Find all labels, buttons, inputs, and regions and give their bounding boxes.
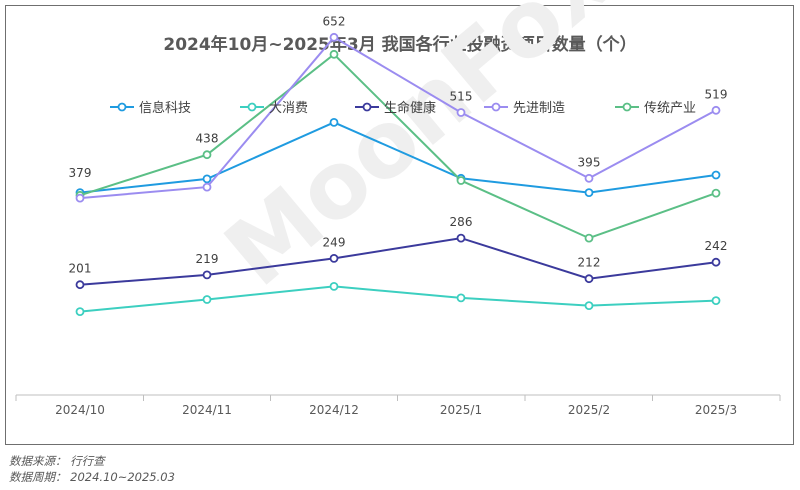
x-tick-label: 2024/11	[182, 403, 232, 417]
legend-swatch-marker	[362, 102, 372, 112]
legend-label: 生命健康	[384, 100, 436, 116]
x-tick-label: 2025/2	[568, 403, 610, 417]
data-label: 379	[69, 166, 92, 180]
data-point	[329, 49, 339, 59]
moonfox-watermark: MoonFox	[117, 0, 630, 388]
legend-label: 先进制造	[513, 101, 565, 116]
data-point	[456, 233, 466, 243]
data-point	[711, 105, 721, 115]
data-label: 286	[450, 215, 473, 229]
data-point	[329, 281, 339, 291]
data-point	[329, 118, 339, 127]
data-point	[329, 253, 339, 263]
data-point	[711, 296, 721, 306]
legend-label: 大消费	[269, 101, 308, 116]
data-label: 395	[578, 155, 601, 169]
legend-label: 传统产业	[644, 101, 696, 116]
data-point	[329, 32, 339, 42]
data-point	[456, 293, 466, 303]
legend-swatch-marker	[491, 102, 501, 112]
x-tick-label: 2025/1	[440, 403, 482, 417]
data-label: 201	[69, 262, 92, 276]
data-point	[711, 170, 721, 180]
x-tick-label: 2025/3	[695, 403, 737, 417]
data-label: 438	[196, 132, 219, 146]
data-label: 652	[323, 14, 346, 28]
data-point	[202, 270, 212, 280]
data-point	[584, 274, 594, 284]
data-period: 数据周期： 2024.10~2025.03	[9, 470, 175, 484]
data-label: 242	[705, 239, 728, 253]
data-point	[711, 188, 721, 198]
data-point	[456, 108, 466, 117]
legend-label: 信息科技	[139, 100, 191, 116]
data-point	[202, 150, 212, 160]
data-point	[584, 233, 594, 243]
data-labels: 652 515 395 519 201 219 249 286 212 242 438 379	[69, 14, 728, 275]
data-point	[202, 295, 212, 304]
series-lines	[75, 32, 721, 317]
data-label: 519	[705, 87, 728, 101]
series-line	[79, 36, 717, 200]
chart-title: 2024年10月~2025年3月 我国各行业投融资项目数量（个）	[163, 35, 637, 55]
data-source: 数据来源： 行行查	[9, 454, 105, 468]
data-point	[456, 176, 466, 185]
legend-swatch-marker	[247, 102, 257, 112]
legend-swatch-marker	[117, 102, 127, 112]
data-point	[584, 301, 594, 311]
data-point	[202, 174, 212, 184]
series-line	[79, 285, 717, 313]
data-label: 515	[450, 89, 473, 103]
data-point	[584, 188, 594, 198]
series-line	[79, 52, 717, 240]
chart-frame	[5, 5, 794, 445]
data-point	[75, 280, 85, 290]
data-point	[584, 173, 594, 183]
footer: 数据来源： 行行查 数据周期： 2024.10~2025.03	[9, 453, 175, 485]
x-tick-label: 2024/10	[55, 403, 105, 417]
data-point	[75, 193, 85, 203]
watermark-text: MoonFox	[205, 0, 630, 307]
data-point	[711, 257, 721, 267]
legend: 信息科技 大消费 生命健康 先进制造 传统产业	[110, 100, 696, 116]
x-axis: 2024/10 2024/11 2024/12 2025/1 2025/2 2025/3	[15, 394, 781, 417]
legend-swatch-marker	[622, 102, 632, 112]
data-label: 249	[323, 235, 346, 249]
data-point	[75, 307, 85, 317]
data-point	[202, 182, 212, 192]
series-line	[79, 237, 717, 286]
x-tick-label: 2024/12	[309, 403, 359, 417]
data-label: 219	[196, 252, 219, 266]
series-line	[79, 121, 717, 194]
data-label: 212	[578, 256, 601, 270]
